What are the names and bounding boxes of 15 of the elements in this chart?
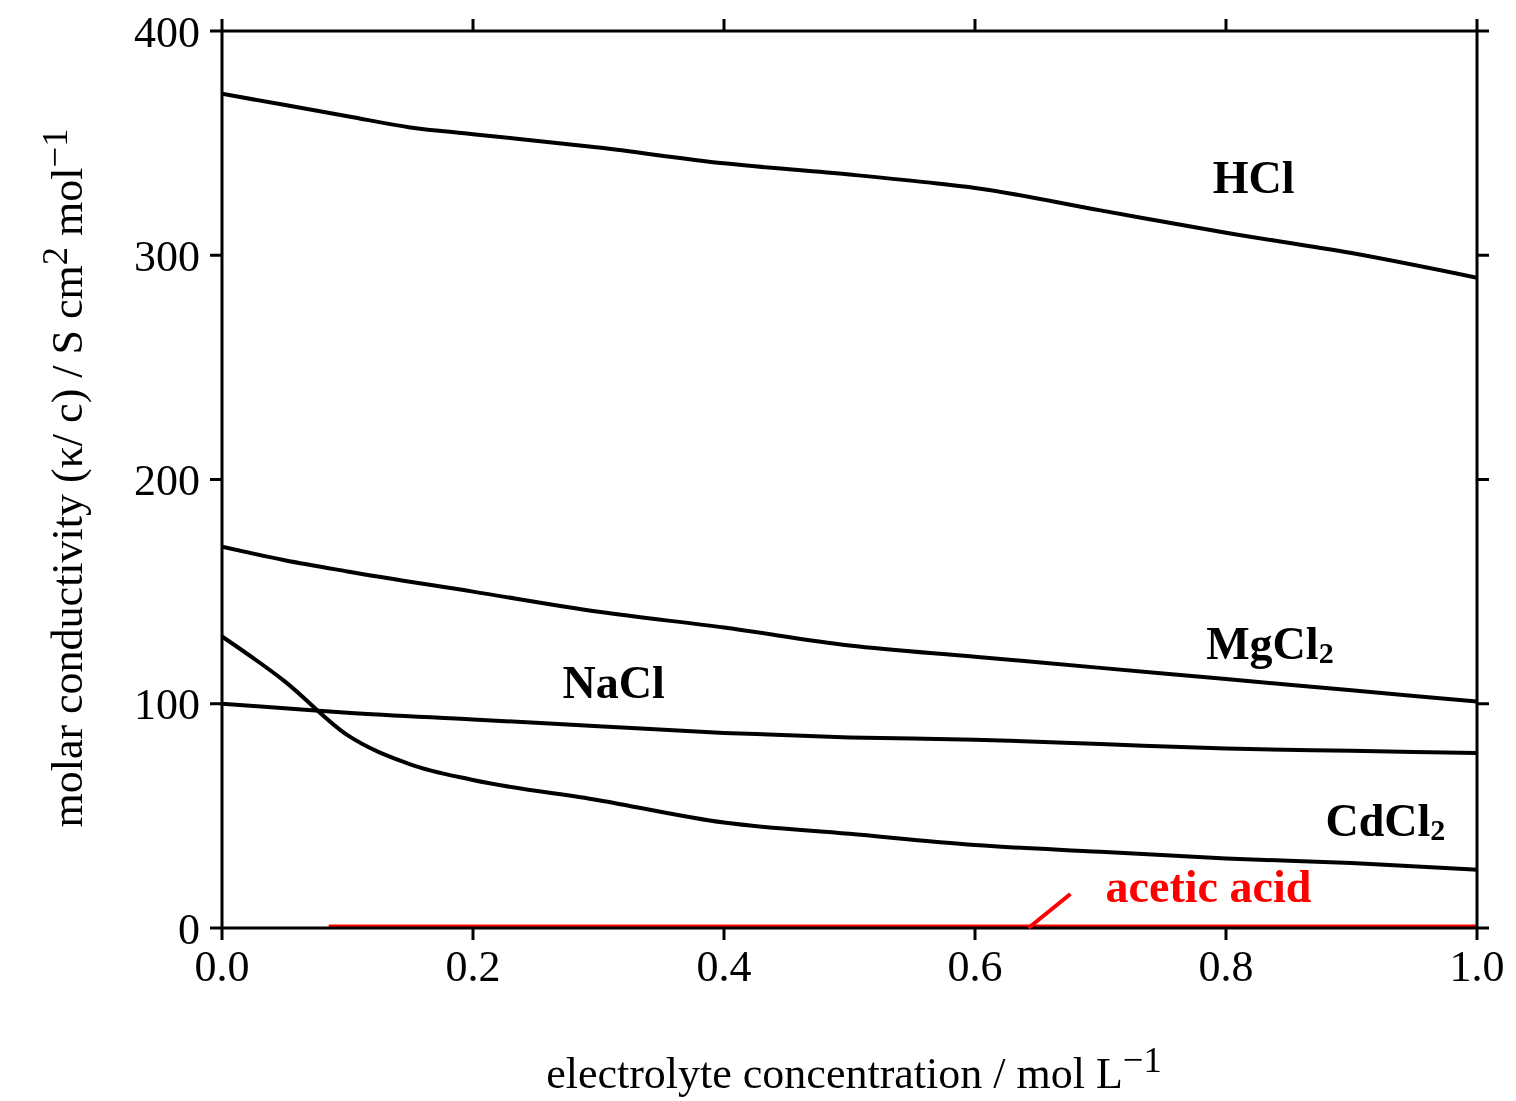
y-tick-label: 200 — [134, 456, 200, 506]
x-tick-label: 0.2 — [445, 942, 501, 992]
x-tick-label: 0.8 — [1198, 942, 1254, 992]
series-label: MgCl$_{2}$ — [1206, 617, 1334, 669]
x-tick-label: 0.4 — [696, 942, 752, 992]
series-label: NaCl — [562, 656, 665, 708]
x-tick-label: 0.6 — [947, 942, 1003, 992]
y-tick-label: 300 — [134, 231, 200, 281]
y-tick-label: 100 — [134, 680, 200, 730]
legend-label: acetic acid — [1105, 860, 1312, 912]
series-label: HCl — [1212, 151, 1295, 203]
x-axis-title: electrolyte concentration / mol L$^{−1}$ — [545, 1038, 1163, 1099]
x-tick-label: 1.0 — [1449, 942, 1505, 992]
series-label: CdCl$_{2}$ — [1325, 794, 1446, 846]
y-tick-label: 400 — [134, 7, 200, 57]
